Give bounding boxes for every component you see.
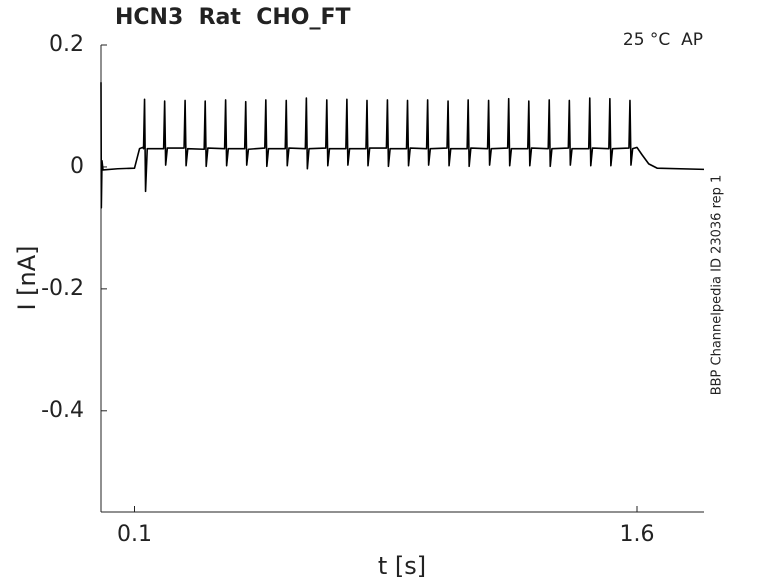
y-tick-label: 0.2 (49, 32, 84, 57)
annotation: 25 °C AP (623, 30, 703, 50)
y-tick-label: 0 (70, 154, 84, 179)
side-note: BBP Channelpedia ID 23036 rep 1 (710, 175, 725, 396)
y-tick-label: -0.4 (41, 398, 84, 423)
x-tick-label: 0.1 (117, 522, 152, 547)
x-axis-label: t [s] (378, 552, 426, 580)
trace (100, 82, 705, 209)
chart-title: HCN3 Rat CHO_FT (115, 5, 351, 30)
x-tick-label: 1.6 (620, 522, 655, 547)
y-axis-label: I [nA] (13, 245, 41, 310)
y-tick-label: -0.2 (41, 276, 84, 301)
